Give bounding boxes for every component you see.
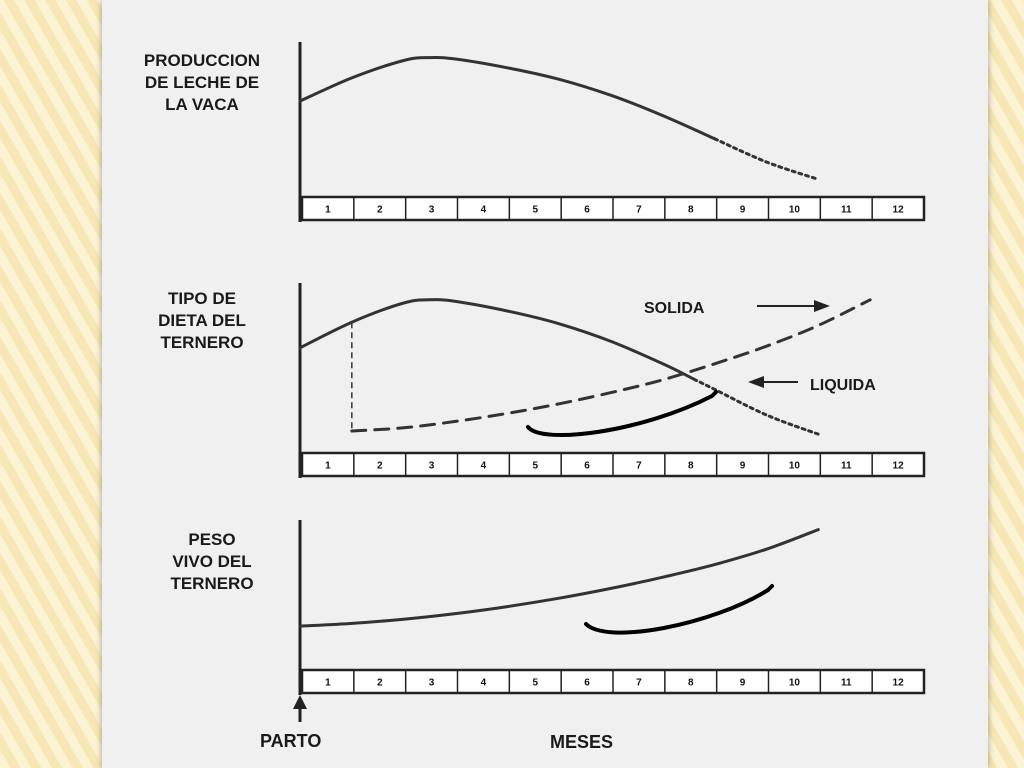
x-tick-label: 11 [841, 678, 852, 689]
x-tick-label: 8 [688, 678, 694, 689]
curved-mark-icon [584, 584, 774, 635]
arrow-solida-icon [757, 300, 830, 312]
x-tick-label: 9 [740, 461, 746, 472]
x-tick-label: 12 [893, 461, 905, 472]
series-line-solid [298, 298, 696, 381]
x-tick-label: 1 [325, 205, 331, 216]
x-tick-label: 10 [789, 205, 801, 216]
y-axis-label-line: TERNERO [170, 574, 253, 593]
slide: PRODUCCION DE LECHE DE LA VACA 1 2 3 4 5 6 7 8 9 10 1… [102, 0, 988, 768]
x-tick-label: 12 [893, 205, 905, 216]
annotation-solida: SOLIDA [644, 300, 705, 317]
y-axis-label-line: VIVO DEL [172, 552, 251, 571]
y-axis-label-line: DE LECHE DE [145, 73, 259, 92]
x-tick-label: 5 [532, 678, 538, 689]
x-tick-label: 12 [893, 678, 905, 689]
series-line-dashed [350, 298, 872, 433]
start-label: PARTO [260, 731, 321, 751]
x-tick-label: 1 [325, 678, 331, 689]
series-line-dotted [692, 377, 820, 436]
x-tick-label: 6 [584, 678, 590, 689]
x-tick-label: 7 [636, 461, 642, 472]
x-tick-label: 6 [584, 461, 590, 472]
parto-arrow-icon [293, 695, 307, 722]
x-tick-label: 8 [688, 205, 694, 216]
x-tick-label: 9 [740, 678, 746, 689]
x-tick-label: 10 [789, 678, 801, 689]
x-tick-label: 3 [429, 678, 435, 689]
x-axis-label: MESES [550, 732, 613, 752]
x-tick-label: 7 [636, 205, 642, 216]
y-axis-label-line: DIETA DEL [158, 311, 246, 330]
x-tick-label: 4 [481, 205, 487, 216]
x-tick-label: 2 [377, 678, 383, 689]
y-axis-label-line: LA VACA [165, 95, 239, 114]
arrow-liquida-icon [748, 376, 798, 388]
x-tick-label: 5 [532, 205, 538, 216]
x-tick-label: 10 [789, 461, 801, 472]
series-line-solid [298, 56, 717, 141]
y-axis-label-line: PESO [188, 530, 235, 549]
x-tick-label: 1 [325, 461, 331, 472]
x-tick-label: 4 [481, 461, 487, 472]
x-tick-label: 2 [377, 461, 383, 472]
series-line [298, 528, 820, 628]
x-tick-label: 7 [636, 678, 642, 689]
series-line-dotted [713, 137, 820, 181]
x-tick-label: 6 [584, 205, 590, 216]
x-tick-label: 3 [429, 461, 435, 472]
x-tick-label: 2 [377, 205, 383, 216]
annotation-liquida: LIQUIDA [810, 377, 876, 394]
y-axis-label-line: TERNERO [160, 333, 243, 352]
curved-mark-icon [526, 390, 718, 437]
x-tick-label: 11 [841, 461, 852, 472]
x-tick-label: 11 [841, 205, 852, 216]
x-tick-label: 3 [429, 205, 435, 216]
x-tick-label: 4 [481, 678, 487, 689]
y-axis-label-line: TIPO DE [168, 289, 236, 308]
x-tick-label: 5 [532, 461, 538, 472]
x-tick-label: 8 [688, 461, 694, 472]
y-axis-label-line: PRODUCCION [144, 51, 260, 70]
x-tick-label: 9 [740, 205, 746, 216]
